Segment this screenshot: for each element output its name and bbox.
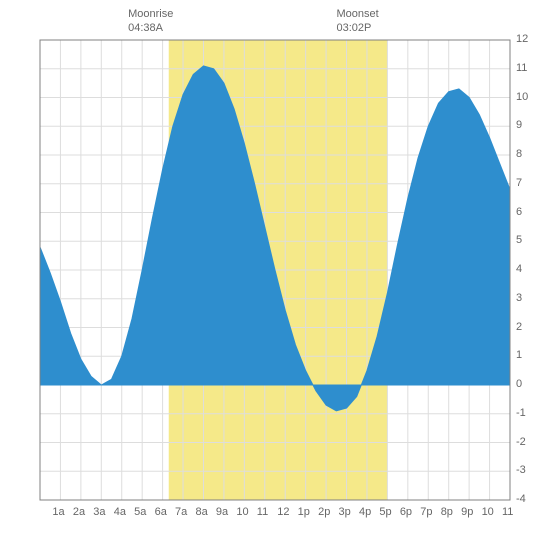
tide-chart-container: 1a2a3a4a5a6a7a8a9a1011121p2p3p4p5p6p7p8p… [0, 0, 550, 550]
x-tick-label: 7p [420, 506, 432, 518]
x-tick-label: 9a [216, 506, 228, 518]
y-tick-label: 11 [516, 62, 527, 74]
x-tick-label: 12 [277, 506, 289, 518]
y-tick-label: 10 [516, 91, 528, 103]
x-tick-label: 1a [52, 506, 64, 518]
y-tick-label: -3 [516, 464, 526, 476]
y-tick-label: 0 [516, 378, 522, 390]
x-tick-label: 1p [298, 506, 310, 518]
x-tick-label: 6p [400, 506, 412, 518]
x-tick-label: 5p [379, 506, 391, 518]
x-tick-label: 8a [195, 506, 207, 518]
y-tick-label: 5 [516, 234, 522, 246]
y-tick-label: 1 [516, 349, 522, 361]
y-tick-label: 2 [516, 321, 522, 333]
x-tick-label: 3p [339, 506, 351, 518]
y-tick-label: -1 [516, 407, 526, 419]
x-tick-label: 6a [155, 506, 167, 518]
y-tick-label: -2 [516, 436, 526, 448]
y-tick-label: 3 [516, 292, 522, 304]
y-tick-label: 8 [516, 148, 522, 160]
y-tick-label: 4 [516, 263, 522, 275]
x-tick-label: 4a [114, 506, 126, 518]
moonrise-title: Moonrise [128, 8, 173, 20]
y-tick-label: 7 [516, 177, 522, 189]
moonrise-time: 04:38A [128, 22, 163, 34]
x-tick-label: 11 [257, 506, 268, 518]
y-tick-label: 6 [516, 206, 522, 218]
moonset-title: Moonset [337, 8, 379, 20]
x-tick-label: 2p [318, 506, 330, 518]
x-tick-label: 8p [441, 506, 453, 518]
x-tick-label: 3a [93, 506, 105, 518]
y-tick-label: -4 [516, 493, 526, 505]
tide-chart-svg [0, 0, 550, 550]
x-tick-label: 10 [482, 506, 494, 518]
y-tick-label: 12 [516, 33, 528, 45]
x-tick-label: 11 [502, 506, 513, 518]
x-tick-label: 9p [461, 506, 473, 518]
y-tick-label: 9 [516, 119, 522, 131]
x-tick-label: 5a [134, 506, 146, 518]
x-tick-label: 2a [73, 506, 85, 518]
x-tick-label: 4p [359, 506, 371, 518]
moonset-time: 03:02P [337, 22, 372, 34]
x-tick-label: 10 [236, 506, 248, 518]
x-tick-label: 7a [175, 506, 187, 518]
